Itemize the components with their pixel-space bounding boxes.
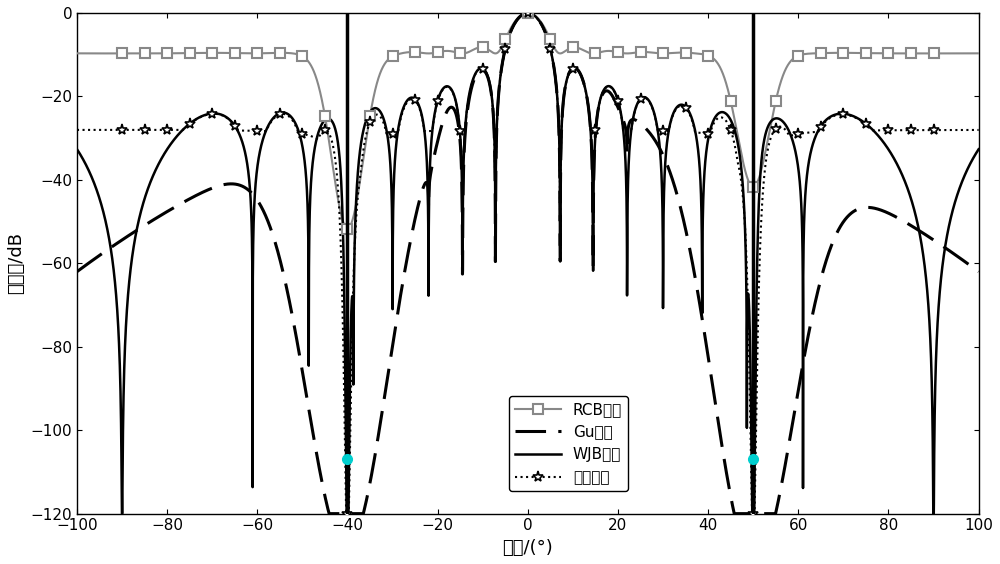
- Legend: RCB算法, Gu算法, WJB算法, 本文算法: RCB算法, Gu算法, WJB算法, 本文算法: [509, 396, 628, 491]
- X-axis label: 方位/(°): 方位/(°): [502, 539, 553, 557]
- Y-axis label: 波束图/dB: 波束图/dB: [7, 232, 25, 294]
